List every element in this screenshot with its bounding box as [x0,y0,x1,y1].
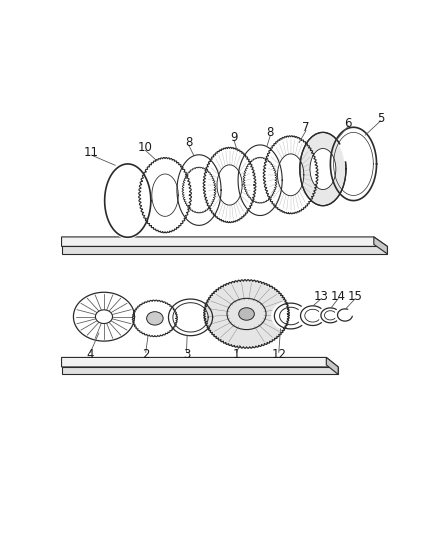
Ellipse shape [205,281,287,347]
Ellipse shape [176,153,222,227]
Text: 9: 9 [230,131,238,144]
Text: 4: 4 [87,348,94,361]
Ellipse shape [271,301,310,332]
Ellipse shape [239,308,254,320]
Polygon shape [374,237,387,254]
Ellipse shape [266,136,315,213]
Text: 5: 5 [377,111,384,125]
Text: 15: 15 [348,290,363,303]
Ellipse shape [299,131,347,207]
Text: 11: 11 [84,146,99,159]
Ellipse shape [132,300,178,337]
Polygon shape [61,237,387,246]
Ellipse shape [147,312,163,325]
Ellipse shape [237,143,283,217]
Polygon shape [61,246,387,254]
Text: 6: 6 [345,117,352,130]
Ellipse shape [142,158,188,232]
Ellipse shape [318,305,343,325]
Ellipse shape [297,303,328,328]
Polygon shape [326,358,338,374]
Ellipse shape [329,125,378,203]
Ellipse shape [74,292,134,341]
Ellipse shape [300,132,346,206]
Text: 7: 7 [302,122,310,134]
Text: 2: 2 [142,348,149,361]
Ellipse shape [310,149,336,190]
Polygon shape [137,310,155,327]
Text: 8: 8 [267,126,274,139]
Text: 1: 1 [233,348,240,361]
Text: 3: 3 [183,348,190,361]
Text: 13: 13 [314,290,328,303]
Ellipse shape [166,297,215,337]
Ellipse shape [198,275,295,353]
Ellipse shape [129,297,180,339]
Ellipse shape [206,148,253,222]
Text: 12: 12 [271,348,286,361]
Ellipse shape [335,306,355,324]
Polygon shape [61,367,338,374]
Text: 14: 14 [331,290,346,303]
Text: 10: 10 [138,141,153,154]
Text: 8: 8 [185,136,193,149]
Polygon shape [61,358,338,367]
Ellipse shape [103,162,152,239]
